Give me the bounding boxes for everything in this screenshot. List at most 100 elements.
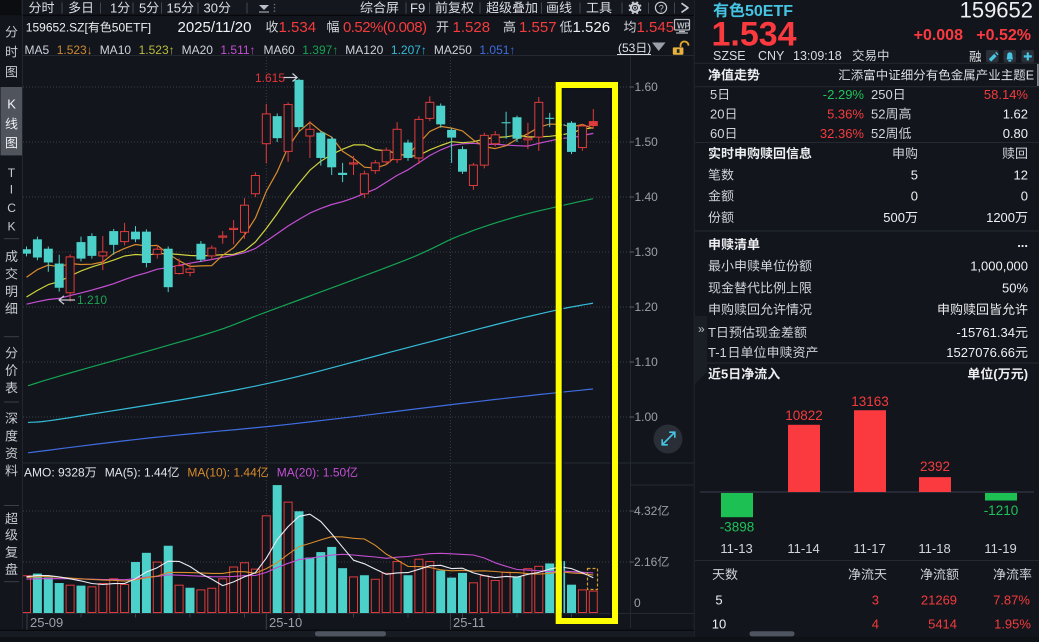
- svg-text:T: T: [8, 166, 16, 180]
- svg-text:4: 4: [872, 617, 879, 632]
- svg-text:1.00: 1.00: [635, 410, 659, 424]
- svg-text:C: C: [7, 201, 16, 215]
- svg-text:K: K: [8, 220, 16, 234]
- svg-text:21269: 21269: [921, 593, 957, 608]
- svg-text:1: 1: [110, 0, 117, 15]
- svg-text:1.20: 1.20: [635, 300, 659, 314]
- svg-text:5: 5: [139, 0, 146, 15]
- svg-text:1527076.66: 1527076.66: [946, 345, 1015, 360]
- svg-text:MA10: MA10: [100, 43, 132, 57]
- svg-text:1.30: 1.30: [635, 245, 659, 259]
- svg-text:(53: (53: [618, 41, 636, 55]
- svg-text:250: 250: [871, 87, 893, 102]
- svg-text:50%: 50%: [1002, 281, 1028, 296]
- svg-text:1.615: 1.615: [255, 71, 285, 85]
- svg-text:0.52%(0.008): 0.52%(0.008): [343, 19, 427, 36]
- svg-text:+0.52%: +0.52%: [976, 27, 1031, 44]
- svg-text:1.523↑: 1.523↑: [139, 43, 175, 57]
- svg-text:2.16: 2.16: [634, 555, 658, 569]
- svg-text:30: 30: [204, 0, 218, 15]
- svg-text:1.534: 1.534: [712, 16, 797, 54]
- svg-text:1.210: 1.210: [77, 293, 107, 307]
- svg-text:1.60: 1.60: [635, 80, 659, 94]
- svg-text:32.36%: 32.36%: [820, 126, 865, 141]
- svg-text:10: 10: [712, 617, 726, 632]
- svg-text:5: 5: [721, 367, 728, 382]
- svg-text:7.87%: 7.87%: [993, 593, 1030, 608]
- svg-text:11-17: 11-17: [853, 541, 885, 556]
- svg-text:-2.29%: -2.29%: [823, 87, 865, 102]
- svg-text:11-14: 11-14: [787, 541, 819, 556]
- svg-text:0: 0: [634, 596, 641, 610]
- svg-text:MA120: MA120: [345, 43, 383, 57]
- svg-text:1.526: 1.526: [573, 19, 611, 36]
- svg-text:MA60: MA60: [264, 43, 296, 57]
- svg-text:1.557: 1.557: [519, 19, 557, 36]
- svg-text:MA(20): 1.50: MA(20): 1.50: [277, 466, 347, 480]
- svg-text:MA5: MA5: [25, 43, 50, 57]
- svg-text:1200: 1200: [986, 210, 1015, 225]
- svg-text:MA20: MA20: [182, 43, 214, 57]
- svg-text:1.511↑: 1.511↑: [220, 43, 255, 57]
- svg-text:F9: F9: [410, 0, 425, 15]
- svg-text:1.397↑: 1.397↑: [302, 43, 338, 57]
- svg-text:MA(10): 1.44: MA(10): 1.44: [187, 466, 257, 480]
- svg-text:3: 3: [872, 593, 879, 608]
- svg-text:1.95%: 1.95%: [994, 617, 1031, 632]
- svg-text:50ETF]: 50ETF]: [112, 21, 151, 35]
- svg-text:5: 5: [715, 593, 722, 608]
- svg-text:13163: 13163: [851, 394, 889, 409]
- svg-text:52: 52: [871, 107, 885, 122]
- svg-text:0: 0: [1021, 189, 1028, 204]
- svg-text:-3898: -3898: [720, 520, 755, 535]
- svg-text:0: 0: [911, 189, 918, 204]
- svg-text:MA(5): 1.44: MA(5): 1.44: [105, 466, 168, 480]
- svg-text:-1210: -1210: [984, 503, 1019, 518]
- svg-text:): ): [1024, 367, 1028, 382]
- svg-text:2392: 2392: [920, 459, 950, 474]
- svg-text:...: ...: [1017, 235, 1028, 250]
- svg-text:11-18: 11-18: [918, 541, 950, 556]
- svg-text:58.14%: 58.14%: [984, 87, 1029, 102]
- svg-text:15: 15: [167, 0, 181, 15]
- svg-text:5.36%: 5.36%: [827, 107, 864, 122]
- svg-text:5414: 5414: [928, 617, 957, 632]
- svg-text:1.50: 1.50: [635, 135, 659, 149]
- svg-text:159652.SZ[: 159652.SZ[: [26, 21, 89, 35]
- svg-text:50ETF: 50ETF: [745, 3, 793, 20]
- svg-text:K: K: [7, 97, 16, 112]
- svg-text:WP: WP: [677, 22, 691, 31]
- svg-text:52: 52: [871, 126, 885, 141]
- svg-text:SZSE: SZSE: [713, 49, 746, 63]
- svg-text:4.32: 4.32: [634, 504, 658, 518]
- svg-text:20: 20: [710, 107, 724, 122]
- svg-text:0.80: 0.80: [1003, 126, 1028, 141]
- svg-text:AMO: 9328: AMO: 9328: [24, 466, 85, 480]
- svg-text:25-11: 25-11: [453, 615, 485, 630]
- svg-text:I: I: [10, 183, 13, 197]
- svg-text:MA250: MA250: [434, 43, 472, 57]
- svg-text:1.207↑: 1.207↑: [391, 43, 427, 57]
- svg-text:): ): [647, 41, 651, 55]
- svg-text:T: T: [708, 325, 716, 340]
- svg-text:1.10: 1.10: [635, 355, 659, 369]
- svg-text:60: 60: [710, 126, 724, 141]
- svg-text:1.40: 1.40: [635, 190, 659, 204]
- svg-text:T-1: T-1: [708, 345, 727, 360]
- svg-text:»: »: [698, 322, 705, 336]
- svg-text:25-10: 25-10: [269, 615, 302, 630]
- svg-text:11-13: 11-13: [720, 541, 752, 556]
- svg-text:-15761.34: -15761.34: [956, 325, 1015, 340]
- svg-text:11-19: 11-19: [984, 541, 1016, 556]
- svg-text:10822: 10822: [785, 408, 823, 423]
- svg-text:?: ?: [659, 3, 664, 13]
- svg-text:1.545: 1.545: [637, 19, 675, 36]
- svg-text:5: 5: [710, 87, 717, 102]
- svg-text:1.523↓: 1.523↓: [57, 43, 93, 57]
- svg-text:(: (: [993, 367, 998, 382]
- svg-text:1.62: 1.62: [1003, 107, 1028, 122]
- svg-text:13:09:18: 13:09:18: [793, 49, 842, 63]
- svg-text:+0.008: +0.008: [914, 27, 963, 44]
- svg-text:500: 500: [883, 210, 905, 225]
- svg-text:12: 12: [1014, 168, 1028, 183]
